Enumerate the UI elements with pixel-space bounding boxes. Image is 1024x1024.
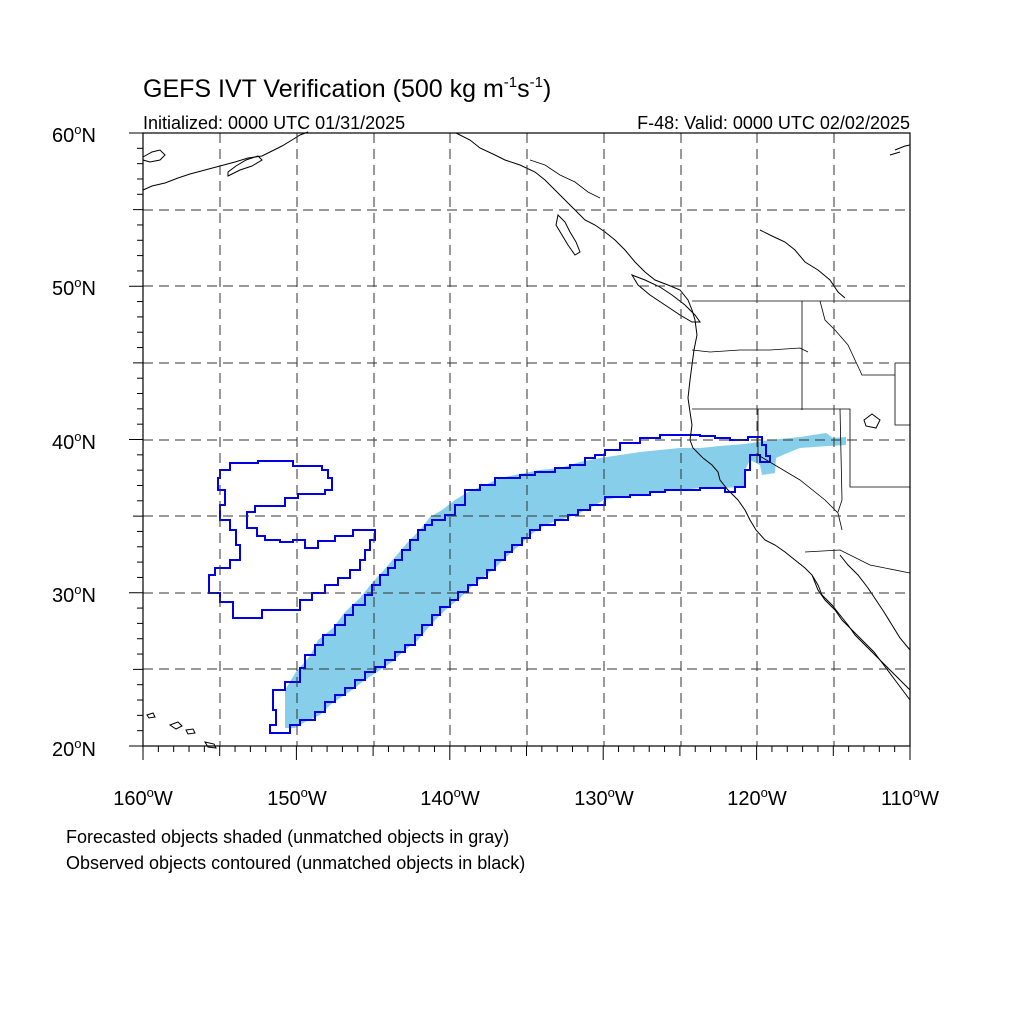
hudson-shore-ne — [759, 144, 911, 299]
lat-label-60: 60oN — [52, 122, 96, 147]
nevada-border — [802, 408, 910, 488]
us-mexico-border — [804, 549, 911, 574]
lon-label-150: 150oW — [267, 785, 327, 810]
valid-time-label: F-48: Valid: 0000 UTC 02/02/2025 — [637, 113, 910, 133]
vancouver-island — [630, 274, 701, 323]
nevada-utah-border — [837, 408, 843, 513]
observed-caption: Observed objects contoured (unmatched ob… — [66, 853, 526, 873]
init-time-label: Initialized: 0000 UTC 01/31/2025 — [143, 113, 405, 133]
graticule — [143, 133, 910, 746]
latitude-labels: 60oN 50oN 40oN 30oN 20oN — [52, 122, 96, 761]
observed-object-layer — [208, 434, 771, 734]
alaska-canada-border — [529, 159, 601, 199]
alaska-coastline — [142, 131, 309, 191]
lat-label-30: 30oN — [52, 582, 96, 607]
coastline-layer — [142, 131, 911, 749]
observed-ivt-object-main — [269, 434, 771, 734]
observed-ivt-object-west — [208, 460, 376, 619]
forecast-ivt-object — [285, 433, 846, 728]
lon-label-140: 140oW — [420, 785, 480, 810]
wyoming-box — [894, 362, 910, 426]
kodiak-island — [227, 155, 263, 177]
lon-label-120: 120oW — [727, 785, 787, 810]
longitude-labels: 160oW 150oW 140oW 130oW 120oW 110oW — [113, 785, 939, 810]
lat-label-50: 50oN — [52, 275, 96, 300]
hawaii-islands — [146, 712, 217, 749]
baja-coastline — [811, 574, 911, 701]
lon-label-160: 160oW — [113, 785, 173, 810]
lon-label-110: 110oW — [881, 785, 939, 810]
bc-coastline — [455, 132, 911, 691]
lat-label-20: 20oN — [52, 736, 96, 761]
axis-ticks — [129, 132, 911, 760]
haida-gwaii — [555, 213, 581, 256]
great-salt-lake — [863, 413, 881, 429]
lat-label-40: 40oN — [52, 429, 96, 454]
washington-oregon-border — [691, 347, 809, 353]
lon-label-130: 130oW — [574, 785, 634, 810]
montana-idaho-border — [819, 300, 895, 376]
forecast-caption: Forecasted objects shaded (unmatched obj… — [66, 827, 510, 847]
map-title: GEFS IVT Verification (500 kg m-1s-1) — [143, 74, 551, 103]
forecast-object-layer — [285, 433, 846, 728]
gulf-of-california — [839, 554, 911, 651]
